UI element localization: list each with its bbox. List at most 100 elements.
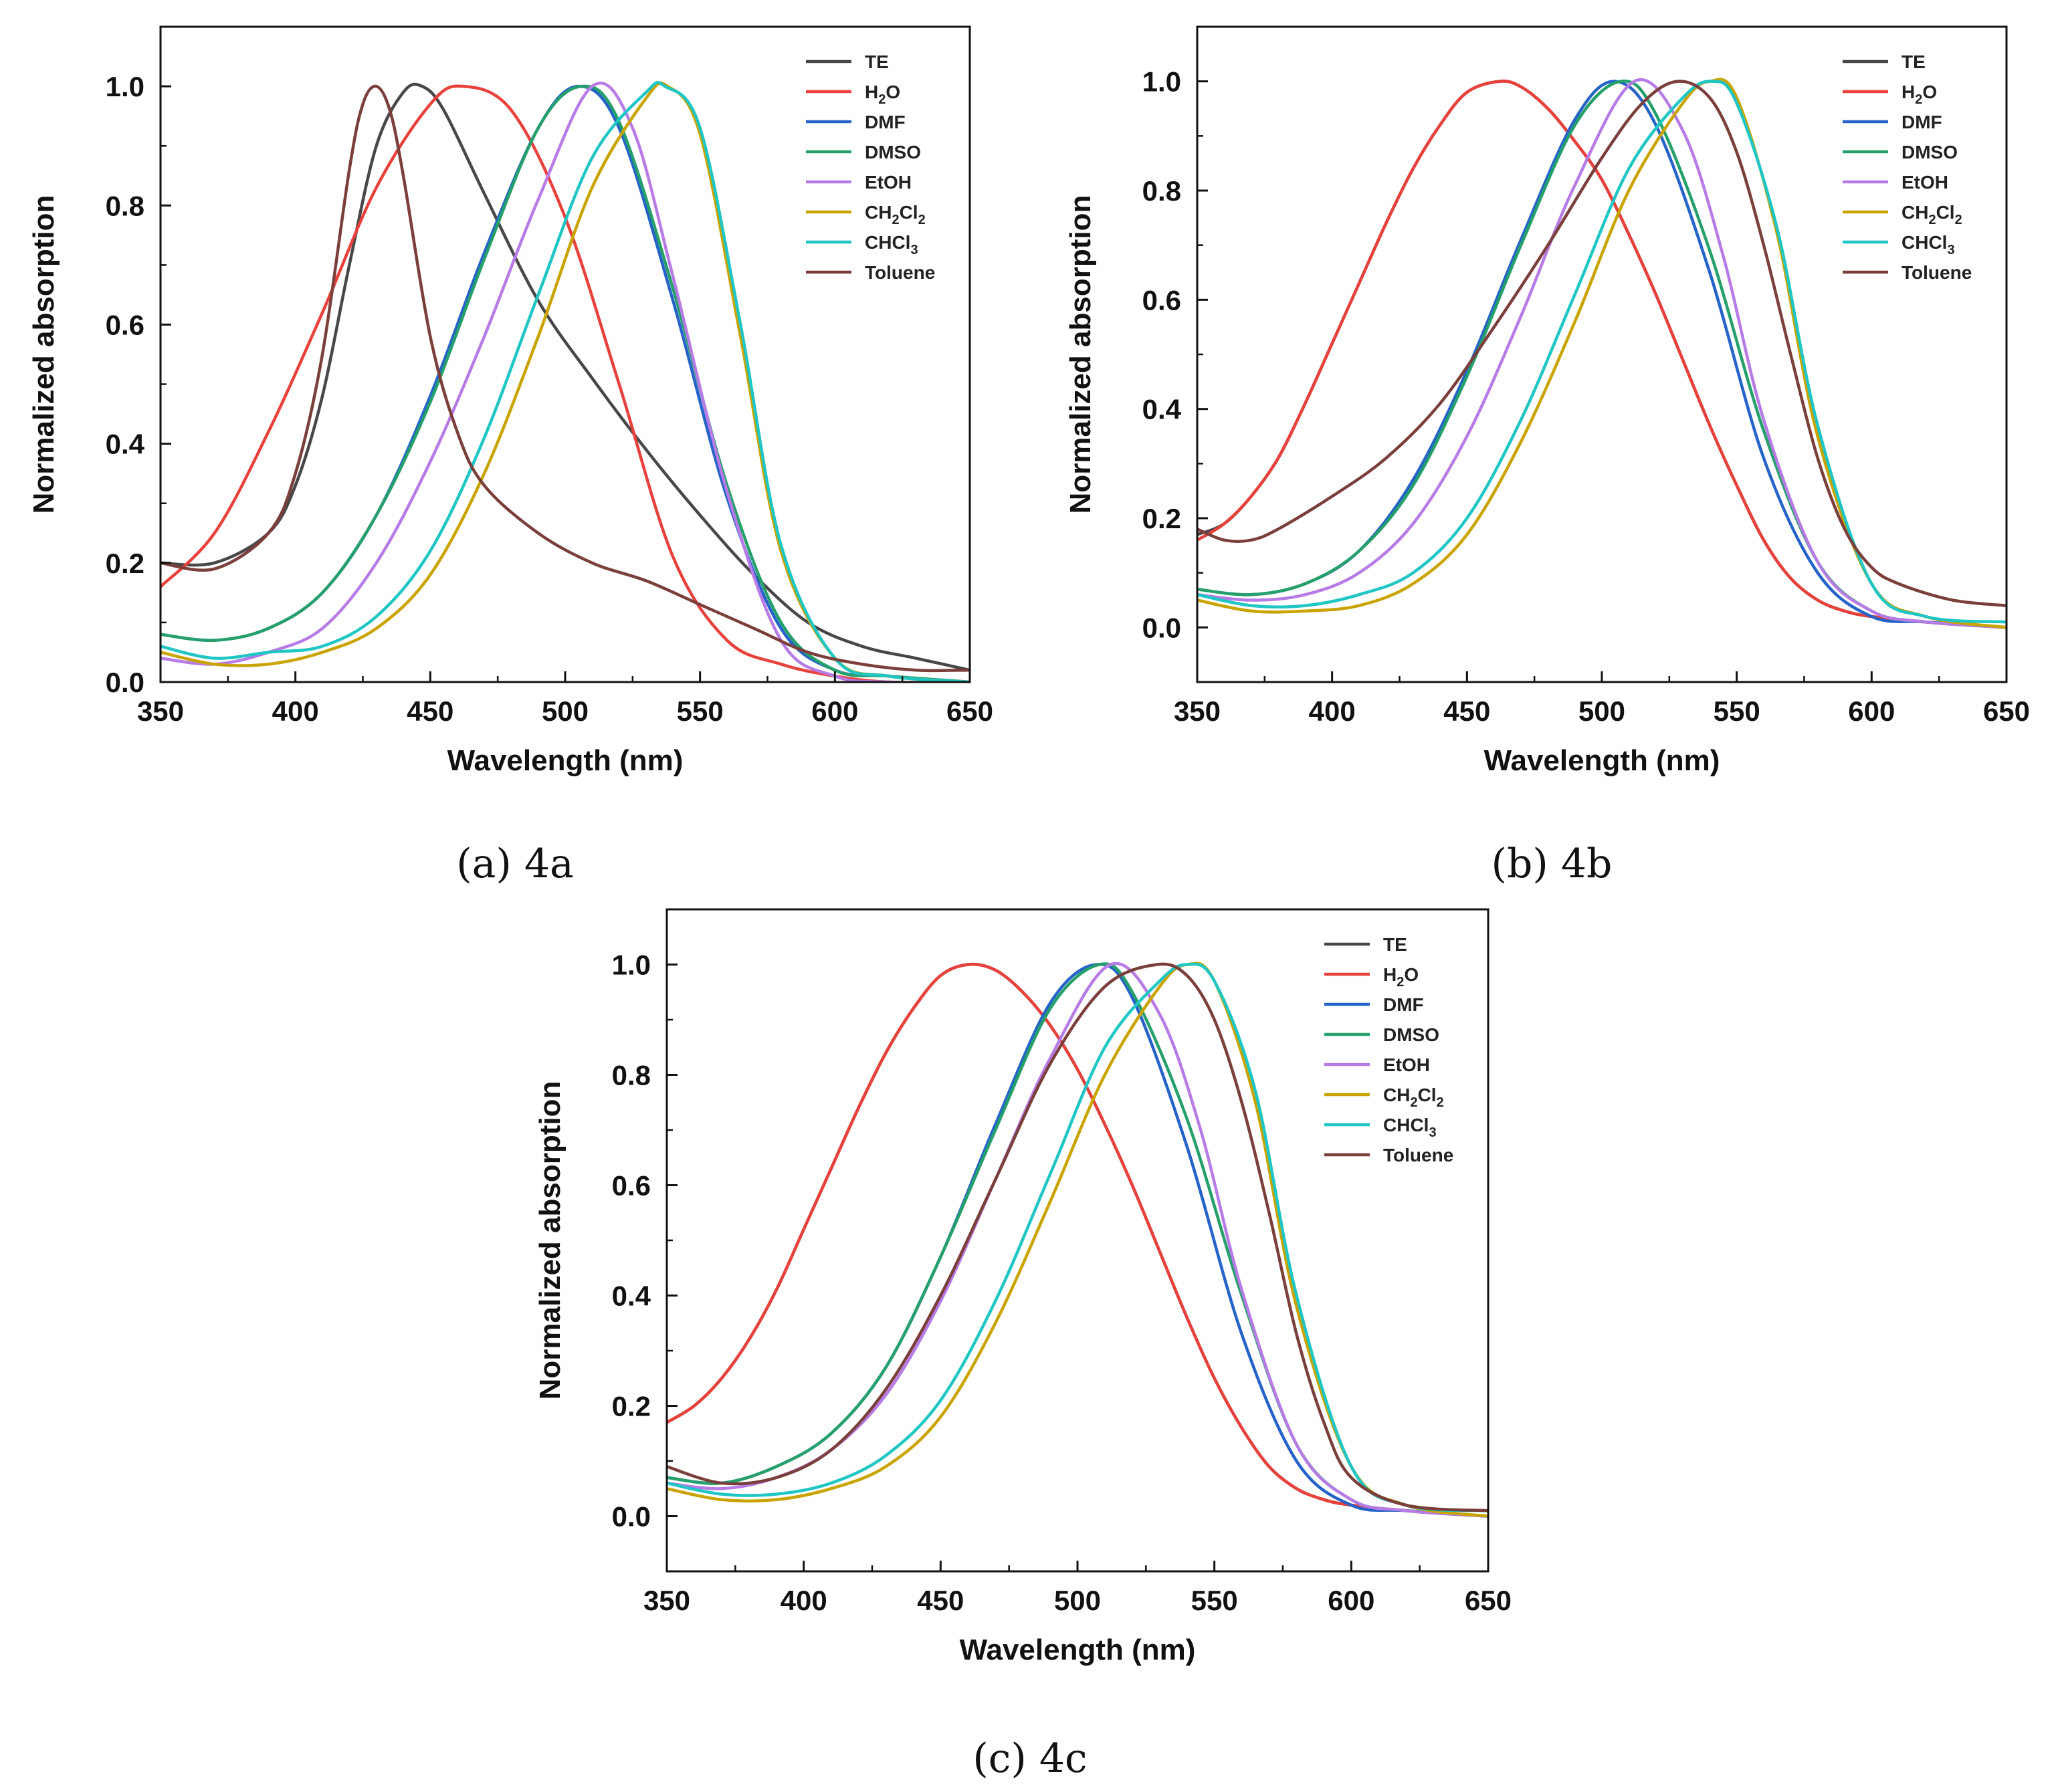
chart-4a: 350 400 450 500 550 600 650 0.0 0.2 0.4 0.6 0.8 1.0 W…: [27, 25, 993, 887]
series-line-dmso: [161, 84, 970, 682]
y-tick-label: 0.4: [612, 1280, 651, 1312]
legend-label: TE: [1901, 51, 1926, 72]
legend-entry-dmf: DMF: [806, 112, 906, 132]
series-line-chcl3: [1197, 80, 2006, 624]
y-tick-label: 0.8: [106, 190, 144, 221]
legend-entry-te: TE: [1843, 51, 1926, 72]
series-line-chcl3: [667, 962, 1488, 1513]
y-tick-label: 0.6: [1142, 284, 1181, 316]
y-tick-label: 0.0: [1142, 612, 1181, 643]
series-line-ch2cl2: [667, 962, 1488, 1518]
legend-label: CHCl3: [1901, 232, 1955, 257]
legend-entry-dmso: DMSO: [1324, 1024, 1439, 1045]
y-axis-title: Normalized absorption: [27, 195, 60, 514]
y-tick-label: 0.4: [106, 429, 145, 460]
legend-label: H2O: [1383, 964, 1419, 990]
legend-entry-etoh: EtOH: [806, 172, 912, 193]
plot-frame: [159, 25, 971, 683]
x-tick-label: 600: [1848, 695, 1895, 727]
legend-label: EtOH: [1383, 1054, 1430, 1075]
x-tick-label: 500: [1578, 695, 1625, 727]
x-tick-label: 550: [1714, 695, 1760, 727]
chart-4b: 350 400 450 500 550 600 650 0.0 0.2 0.4 0.6 0.8 1.0 W…: [1064, 25, 2030, 887]
legend-entry-chcl3: CHCl3: [806, 232, 918, 257]
x-tick-label: 500: [1054, 1585, 1101, 1616]
legend-label: Toluene: [1901, 262, 1972, 283]
legend-label: Toluene: [865, 262, 935, 283]
series-group: [1197, 78, 2006, 629]
figure-caption: (a) 4a: [456, 841, 574, 887]
series-line-etoh: [1197, 78, 2006, 629]
legend-label: DMSO: [865, 142, 921, 162]
y-tick-label: 0.2: [106, 548, 144, 579]
x-tick-label: 600: [811, 695, 858, 727]
x-axis-title: Wavelength (nm): [447, 744, 684, 777]
x-tick-label: 500: [542, 695, 589, 727]
series-line-dmf: [161, 84, 970, 682]
legend-label: DMSO: [1901, 142, 1958, 162]
legend-entry-toluene: Toluene: [806, 262, 935, 283]
x-tick-label: 450: [917, 1585, 964, 1616]
legend-entry-h2o: H2O: [1324, 964, 1419, 990]
legend-label: TE: [865, 51, 889, 72]
x-tick-label: 350: [137, 695, 184, 727]
y-tick-label: 0.6: [612, 1170, 651, 1202]
legend-entry-dmf: DMF: [1843, 112, 1942, 132]
series-line-toluene: [1197, 80, 2006, 607]
x-tick-label: 400: [272, 695, 319, 727]
figure-caption: (b) 4b: [1491, 841, 1613, 887]
legend-label: CHCl3: [865, 232, 918, 257]
legend-label: TE: [1383, 934, 1407, 955]
legend-label: EtOH: [1901, 172, 1948, 193]
chart-4c: 350 400 450 500 550 600 650 0.0 0.2 0.4 0.6 0.8 1.0 W…: [534, 908, 1512, 1782]
legend-label: H2O: [865, 82, 900, 107]
legend-label: DMF: [1383, 994, 1424, 1015]
y-tick-label: 1.0: [106, 71, 144, 102]
series-line-h2o: [161, 84, 970, 682]
legend-entry-h2o: H2O: [806, 82, 900, 107]
legend-entry-ch2cl2: CH2Cl2: [806, 202, 926, 227]
y-tick-label: 0.2: [1142, 503, 1181, 534]
legend-entry-chcl3: CHCl3: [1324, 1115, 1437, 1140]
series-line-etoh: [667, 962, 1488, 1518]
x-tick-label: 400: [1309, 695, 1356, 727]
legend-label: CH2Cl2: [1901, 202, 1962, 227]
legend-label: CH2Cl2: [865, 202, 926, 227]
legend: TE H2O DMF DMSO EtOH CH2Cl2 CHCl3 Toluene: [1324, 934, 1453, 1165]
legend-entry-chcl3: CHCl3: [1843, 232, 1955, 257]
legend-label: Toluene: [1383, 1145, 1453, 1165]
series-line-te: [1197, 80, 2006, 629]
series-line-etoh: [161, 81, 970, 682]
x-axis-title: Wavelength (nm): [960, 1634, 1196, 1666]
x-tick-label: 600: [1328, 1585, 1374, 1616]
x-tick-label: 550: [1191, 1585, 1238, 1616]
x-axis-title: Wavelength (nm): [1484, 744, 1720, 777]
legend-entry-dmso: DMSO: [1843, 142, 1958, 162]
series-line-ch2cl2: [161, 81, 970, 682]
series-line-h2o: [667, 962, 1488, 1518]
legend-label: CHCl3: [1383, 1115, 1437, 1140]
legend-entry-te: TE: [1324, 934, 1407, 955]
x-tick-label: 400: [781, 1585, 827, 1616]
y-axis-title: Normalized absorption: [534, 1081, 567, 1400]
y-axis-title: Normalized absorption: [1064, 195, 1097, 514]
series-line-ch2cl2: [1197, 78, 2006, 629]
y-tick-label: 0.8: [1142, 175, 1181, 207]
legend-entry-toluene: Toluene: [1843, 262, 1972, 283]
legend-label: CH2Cl2: [1383, 1085, 1444, 1110]
legend-entry-dmso: DMSO: [806, 142, 921, 162]
x-tick-label: 650: [1983, 695, 2030, 727]
y-tick-label: 0.2: [612, 1391, 651, 1422]
x-tick-label: 350: [643, 1585, 690, 1616]
y-tick-label: 1.0: [612, 949, 651, 981]
series-line-toluene: [667, 962, 1488, 1513]
legend-entry-te: TE: [806, 51, 889, 72]
x-tick-label: 650: [946, 695, 993, 727]
legend-label: DMF: [865, 112, 906, 132]
y-tick-label: 0.6: [106, 309, 144, 340]
series-group: [161, 81, 970, 682]
series-line-dmf: [667, 963, 1488, 1518]
series-line-te: [667, 962, 1488, 1518]
legend: TE H2O DMF DMSO EtOH CH2Cl2 CHCl3 Toluene: [1843, 51, 1972, 283]
